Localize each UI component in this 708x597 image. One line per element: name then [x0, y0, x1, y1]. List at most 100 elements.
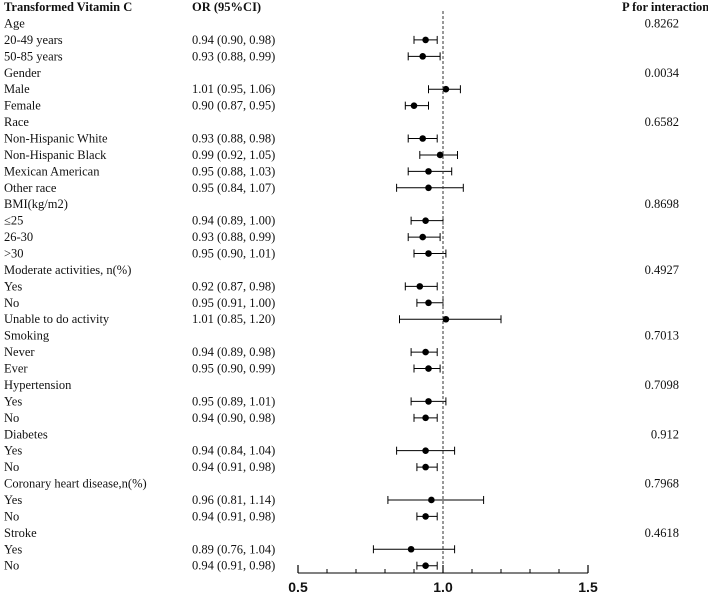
- p-interaction-value: 0.8262: [645, 17, 679, 31]
- row-label: No: [4, 460, 19, 474]
- row-label: Race: [4, 115, 29, 129]
- point-estimate: [425, 184, 432, 192]
- subgroup-row: 50-85 years 0.93 (0.88, 0.99): [4, 49, 441, 63]
- subgroup-row: No 0.94 (0.91, 0.98): [4, 509, 438, 523]
- row-label: Yes: [4, 444, 22, 458]
- p-interaction-value: 0.7013: [645, 329, 679, 343]
- x-axis: 0.5 1.0 1.5: [288, 11, 598, 595]
- p-interaction-value: 0.0034: [645, 66, 680, 80]
- subgroup-row: 26-30 0.93 (0.88, 0.99): [4, 230, 441, 244]
- or-ci-text: 0.93 (0.88, 0.99): [192, 230, 275, 244]
- row-label: BMI(kg/m2): [4, 197, 68, 211]
- subgroup-row: Yes 0.94 (0.84, 1.04): [4, 444, 456, 458]
- group-row: Diabetes 0.912: [4, 427, 679, 441]
- group-row: Stroke 0.4618: [4, 526, 679, 540]
- row-label: Moderate activities, n(%): [4, 263, 131, 277]
- header-or: OR (95%CI): [192, 0, 261, 14]
- point-estimate: [422, 513, 429, 520]
- row-label: Non-Hispanic White: [4, 132, 108, 146]
- or-ci-text: 1.01 (0.85, 1.20): [192, 312, 275, 326]
- x-tick-label: 1.0: [433, 579, 453, 595]
- subgroup-row: Mexican American 0.95 (0.88, 1.03): [4, 164, 453, 178]
- p-interaction-value: 0.4618: [645, 526, 679, 540]
- subgroup-row: No 0.94 (0.91, 0.98): [4, 559, 438, 573]
- group-row: Moderate activities, n(%) 0.4927: [4, 263, 679, 277]
- forest-rows: Age 0.8262 20-49 years 0.94 (0.90, 0.98) 50-…: [4, 17, 680, 573]
- row-label: No: [4, 411, 19, 425]
- group-row: Hypertension 0.7098: [4, 378, 679, 392]
- row-label: Yes: [4, 394, 22, 408]
- row-label: Diabetes: [4, 427, 48, 441]
- row-label: Other race: [4, 181, 57, 195]
- row-label: Female: [4, 99, 41, 113]
- point-estimate: [425, 168, 432, 175]
- row-label: Yes: [4, 279, 22, 293]
- point-estimate: [422, 414, 429, 422]
- row-label: Mexican American: [4, 164, 100, 178]
- header-p-interaction: P for interaction: [622, 0, 708, 14]
- subgroup-row: Yes 0.96 (0.81, 1.14): [4, 493, 485, 507]
- row-label: Gender: [4, 66, 42, 80]
- p-interaction-value: 0.7098: [645, 378, 679, 392]
- point-estimate: [422, 348, 429, 356]
- or-ci-text: 0.99 (0.92, 1.05): [192, 148, 275, 162]
- or-ci-text: 0.93 (0.88, 0.99): [192, 49, 275, 63]
- point-estimate: [422, 217, 429, 224]
- row-label: No: [4, 509, 19, 523]
- or-ci-text: 0.94 (0.89, 0.98): [192, 345, 275, 359]
- point-estimate: [422, 447, 429, 454]
- row-label: Smoking: [4, 329, 50, 343]
- point-estimate: [442, 315, 450, 323]
- p-interaction-value: 0.912: [651, 427, 679, 441]
- row-label: Ever: [4, 362, 28, 376]
- subgroup-row: No 0.95 (0.91, 1.00): [4, 296, 444, 310]
- row-label: 20-49 years: [4, 33, 63, 47]
- or-ci-text: 0.95 (0.90, 0.99): [192, 362, 275, 376]
- point-estimate: [407, 545, 415, 553]
- subgroup-row: Male 1.01 (0.95, 1.06): [4, 82, 461, 96]
- group-row: Race 0.6582: [4, 115, 679, 129]
- row-label: Stroke: [4, 526, 37, 540]
- or-ci-text: 0.90 (0.87, 0.95): [192, 99, 275, 113]
- point-estimate: [422, 463, 429, 471]
- row-label: >30: [4, 247, 24, 261]
- row-label: Yes: [4, 493, 22, 507]
- subgroup-row: Never 0.94 (0.89, 0.98): [4, 345, 438, 359]
- row-label: Never: [4, 345, 35, 359]
- subgroup-row: No 0.94 (0.90, 0.98): [4, 411, 438, 425]
- or-ci-text: 1.01 (0.95, 1.06): [192, 82, 275, 96]
- group-row: Gender 0.0034: [4, 66, 680, 80]
- point-estimate: [425, 365, 432, 372]
- row-label: Hypertension: [4, 378, 72, 392]
- point-estimate: [410, 102, 418, 109]
- p-interaction-value: 0.7968: [645, 477, 679, 491]
- or-ci-text: 0.95 (0.89, 1.01): [192, 394, 275, 408]
- subgroup-row: Ever 0.95 (0.90, 0.99): [4, 362, 441, 376]
- p-interaction-value: 0.6582: [645, 115, 679, 129]
- point-estimate: [422, 562, 429, 569]
- row-label: Unable to do activity: [4, 312, 110, 326]
- subgroup-row: Female 0.90 (0.87, 0.95): [4, 99, 429, 113]
- or-ci-text: 0.94 (0.91, 0.98): [192, 509, 275, 523]
- group-row: Age 0.8262: [4, 17, 679, 31]
- or-ci-text: 0.95 (0.91, 1.00): [192, 296, 275, 310]
- subgroup-row: >30 0.95 (0.90, 1.01): [4, 247, 447, 261]
- subgroup-row: Yes 0.92 (0.87, 0.98): [4, 279, 438, 293]
- point-estimate: [428, 496, 435, 504]
- subgroup-row: Unable to do activity 1.01 (0.85, 1.20): [4, 312, 502, 326]
- or-ci-text: 0.94 (0.91, 0.98): [192, 559, 275, 573]
- point-estimate: [425, 398, 432, 405]
- point-estimate: [419, 233, 427, 241]
- or-ci-text: 0.93 (0.88, 0.98): [192, 132, 275, 146]
- point-estimate: [416, 283, 424, 290]
- point-estimate: [425, 250, 432, 257]
- header-group: Transformed Vitamin C: [4, 0, 132, 14]
- row-label: ≤25: [4, 214, 23, 228]
- row-label: No: [4, 559, 19, 573]
- or-ci-text: 0.92 (0.87, 0.98): [192, 279, 275, 293]
- row-label: No: [4, 296, 19, 310]
- subgroup-row: ≤25 0.94 (0.89, 1.00): [4, 214, 444, 228]
- or-ci-text: 0.94 (0.90, 0.98): [192, 33, 275, 47]
- point-estimate: [425, 299, 432, 307]
